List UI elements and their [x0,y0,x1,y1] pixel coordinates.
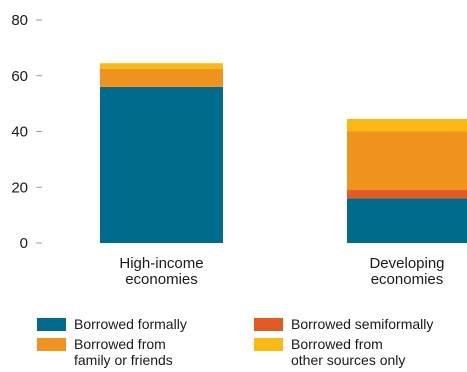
bar-segment-borrowed-from-other-sources-only [347,118,467,132]
bar-segment-borrowed-formally [347,198,467,243]
bar-segment-borrowed-from-family-or-friends [100,68,223,87]
y-tick-label: 40 [11,124,28,141]
x-category-label: Developing [369,255,444,272]
legend-label-borrowed-semiformally: Borrowed semiformally [291,316,434,332]
legend-swatch-borrowed-formally [37,318,66,331]
legend-label-other-sources: Borrowed from other sources only [291,336,406,368]
legend-label-borrowed-formally: Borrowed formally [74,316,187,332]
y-tick-label: 0 [20,235,28,252]
bar-segment-borrowed-from-family-or-friends [347,131,467,191]
legend-item-family-friends: Borrowed from family or friends [37,336,254,368]
chart-legend: Borrowed formally Borrowed semiformally … [0,314,467,372]
bar-segment-borrowed-from-other-sources-only [100,63,223,69]
bar-segment-borrowed-semiformally [347,190,467,199]
legend-item-other-sources: Borrowed from other sources only [254,336,467,368]
legend-swatch-family-friends [37,338,66,351]
y-tick-label: 60 [11,68,28,85]
legend-item-borrowed-formally: Borrowed formally [37,316,254,332]
stacked-bar-chart: 020406080High-incomeeconomiesDevelopinge… [11,12,467,288]
y-tick-label: 80 [11,12,28,29]
legend-label-family-friends: Borrowed from family or friends [74,336,173,368]
x-category-label: High-income [119,255,203,272]
legend-swatch-borrowed-semiformally [254,318,283,331]
legend-swatch-other-sources [254,338,283,351]
bar-segment-borrowed-formally [100,86,223,244]
legend-item-borrowed-semiformally: Borrowed semiformally [254,316,467,332]
x-category-label: economies [371,271,444,288]
y-tick-label: 20 [11,179,28,196]
x-category-label: economies [125,271,198,288]
